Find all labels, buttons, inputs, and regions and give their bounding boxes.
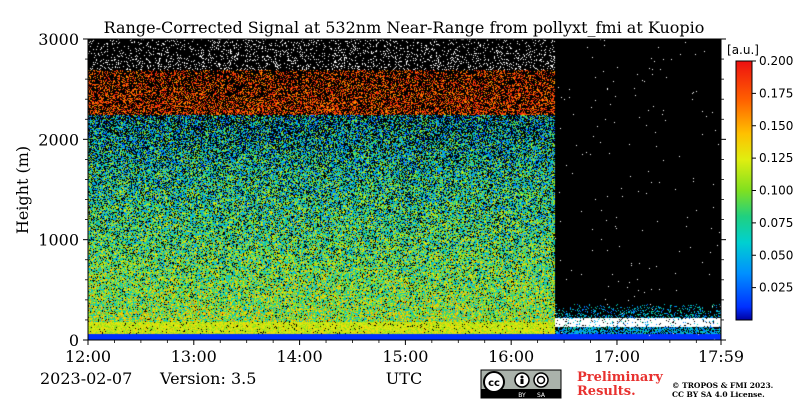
colorbar-gradient: [735, 60, 753, 321]
y-tick-label: 2000: [38, 130, 79, 149]
svg-text:cc: cc: [488, 378, 500, 389]
x-axis-label: UTC: [386, 369, 422, 388]
cc-license-badge: cc BY SA: [480, 369, 562, 399]
plot-area: [87, 38, 722, 341]
x-tick-label: 13:00: [171, 347, 217, 366]
colorbar-tick-label: 0.200: [759, 54, 793, 68]
x-axis: 12:00 13:00 14:00 15:00 16:00 17:00 17:59: [65, 340, 744, 366]
colorbar-tick-label: 0.125: [759, 151, 793, 165]
sa-text: SA: [537, 392, 546, 399]
colorbar-tick-label: 0.075: [759, 216, 793, 230]
colorbar-tick-label: 0.050: [759, 248, 793, 262]
copyright-line2: CC BY SA 4.0 License.: [672, 390, 765, 399]
copyright-line1: © TROPOS & FMI 2023.: [672, 381, 773, 390]
preliminary-label-line1: Preliminary: [577, 370, 663, 385]
colorbar-tick-label: 0.150: [759, 119, 793, 133]
colorbar-unit: [a.u.]: [727, 43, 759, 57]
colorbar-ticks: 0.025 0.050 0.075 0.100 0.125 0.150 0.175 0.200: [752, 54, 793, 295]
y-tick-label: 3000: [38, 30, 79, 49]
colorbar: [a.u.] 0.025 0.050 0.075 0.100 0.125 0.150 0.1…: [727, 43, 793, 321]
x-tick-label: 14:00: [277, 347, 323, 366]
x-tick-label: 12:00: [65, 347, 111, 366]
y-axis-label: Height (m): [13, 146, 32, 234]
signal-heatmap: [88, 39, 721, 340]
x-tick-label: 17:59: [698, 347, 744, 366]
colorbar-tick-label: 0.025: [759, 281, 793, 295]
by-text: BY: [518, 392, 526, 399]
colorbar-tick-label: 0.175: [759, 86, 793, 100]
y-tick-label: 0: [69, 331, 79, 350]
y-axis: 0 1000 2000 3000: [38, 30, 726, 350]
sa-icon: [533, 372, 549, 388]
preliminary-label-line2: Results.: [577, 384, 636, 399]
date-label: 2023-02-07: [40, 369, 132, 388]
plot-frame: [87, 38, 722, 341]
colorbar-tick-label: 0.100: [759, 184, 793, 198]
y-tick-label: 1000: [38, 231, 79, 250]
version-label: Version: 3.5: [159, 369, 256, 388]
x-tick-label: 17:00: [594, 347, 640, 366]
cc-icon: [483, 371, 505, 393]
chart-title: Range-Corrected Signal at 532nm Near-Ran…: [104, 18, 705, 37]
x-tick-label: 15:00: [382, 347, 428, 366]
x-tick-label: 16:00: [488, 347, 534, 366]
